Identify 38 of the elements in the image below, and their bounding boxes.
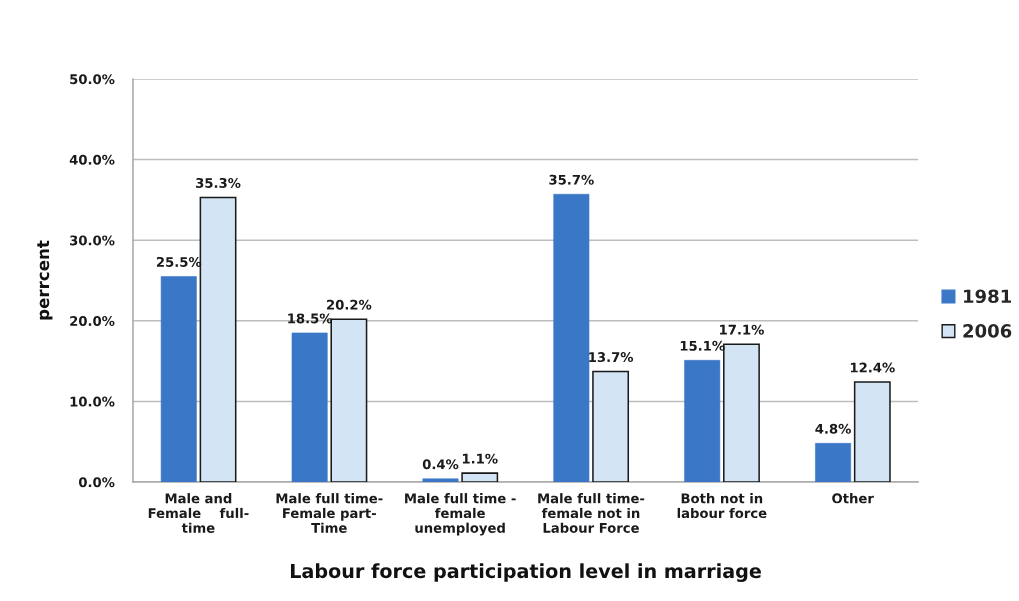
- y-axis-title: perrcent: [37, 240, 53, 320]
- y-tick-label: 20.0%: [70, 316, 115, 326]
- data-label: 17.1%: [720, 324, 764, 335]
- x-tick-label: Male full time- female not in Labour Force: [538, 493, 645, 533]
- bar: [330, 318, 368, 482]
- bar: [422, 478, 459, 482]
- y-tick-label: 0.0%: [78, 477, 115, 488]
- legend-label: 2006: [963, 324, 1012, 338]
- data-label: 13.7%: [589, 352, 634, 363]
- data-label: 35.7%: [549, 174, 594, 185]
- x-axis-title: Labour force participation level in marriage: [290, 563, 761, 583]
- data-label: 0.4%: [422, 459, 459, 470]
- bar: [160, 276, 197, 482]
- bar: [553, 193, 590, 482]
- data-label: 20.2%: [327, 299, 372, 310]
- data-label: 4.8%: [815, 423, 851, 434]
- bar: [592, 370, 630, 482]
- data-label: 12.4%: [850, 362, 895, 373]
- legend-label: 1981: [964, 289, 1012, 304]
- bar: [461, 472, 499, 482]
- y-tick-label: 30.0%: [70, 235, 115, 246]
- y-tick-label: 10.0%: [70, 396, 115, 407]
- bar: [684, 360, 721, 482]
- bar: [291, 332, 328, 482]
- bar: [723, 343, 760, 482]
- x-tick-label: Other: [832, 493, 874, 504]
- bar: [853, 381, 891, 482]
- y-tick-label: 40.0%: [69, 154, 115, 165]
- x-tick-label: Both not in labour force: [677, 493, 767, 519]
- bar: [815, 443, 852, 482]
- data-label: 35.3%: [196, 177, 241, 188]
- x-tick-label: Male full time - female unemployed: [405, 493, 516, 536]
- x-tick-label: Male full time- Female part- Time: [276, 493, 383, 533]
- y-tick-label: 50.0%: [70, 74, 115, 85]
- data-label: 18.5%: [288, 313, 333, 324]
- data-label: 15.1%: [680, 340, 725, 351]
- data-label: 1.1%: [462, 453, 498, 464]
- x-tick-label: Male and Female full- time: [148, 493, 249, 533]
